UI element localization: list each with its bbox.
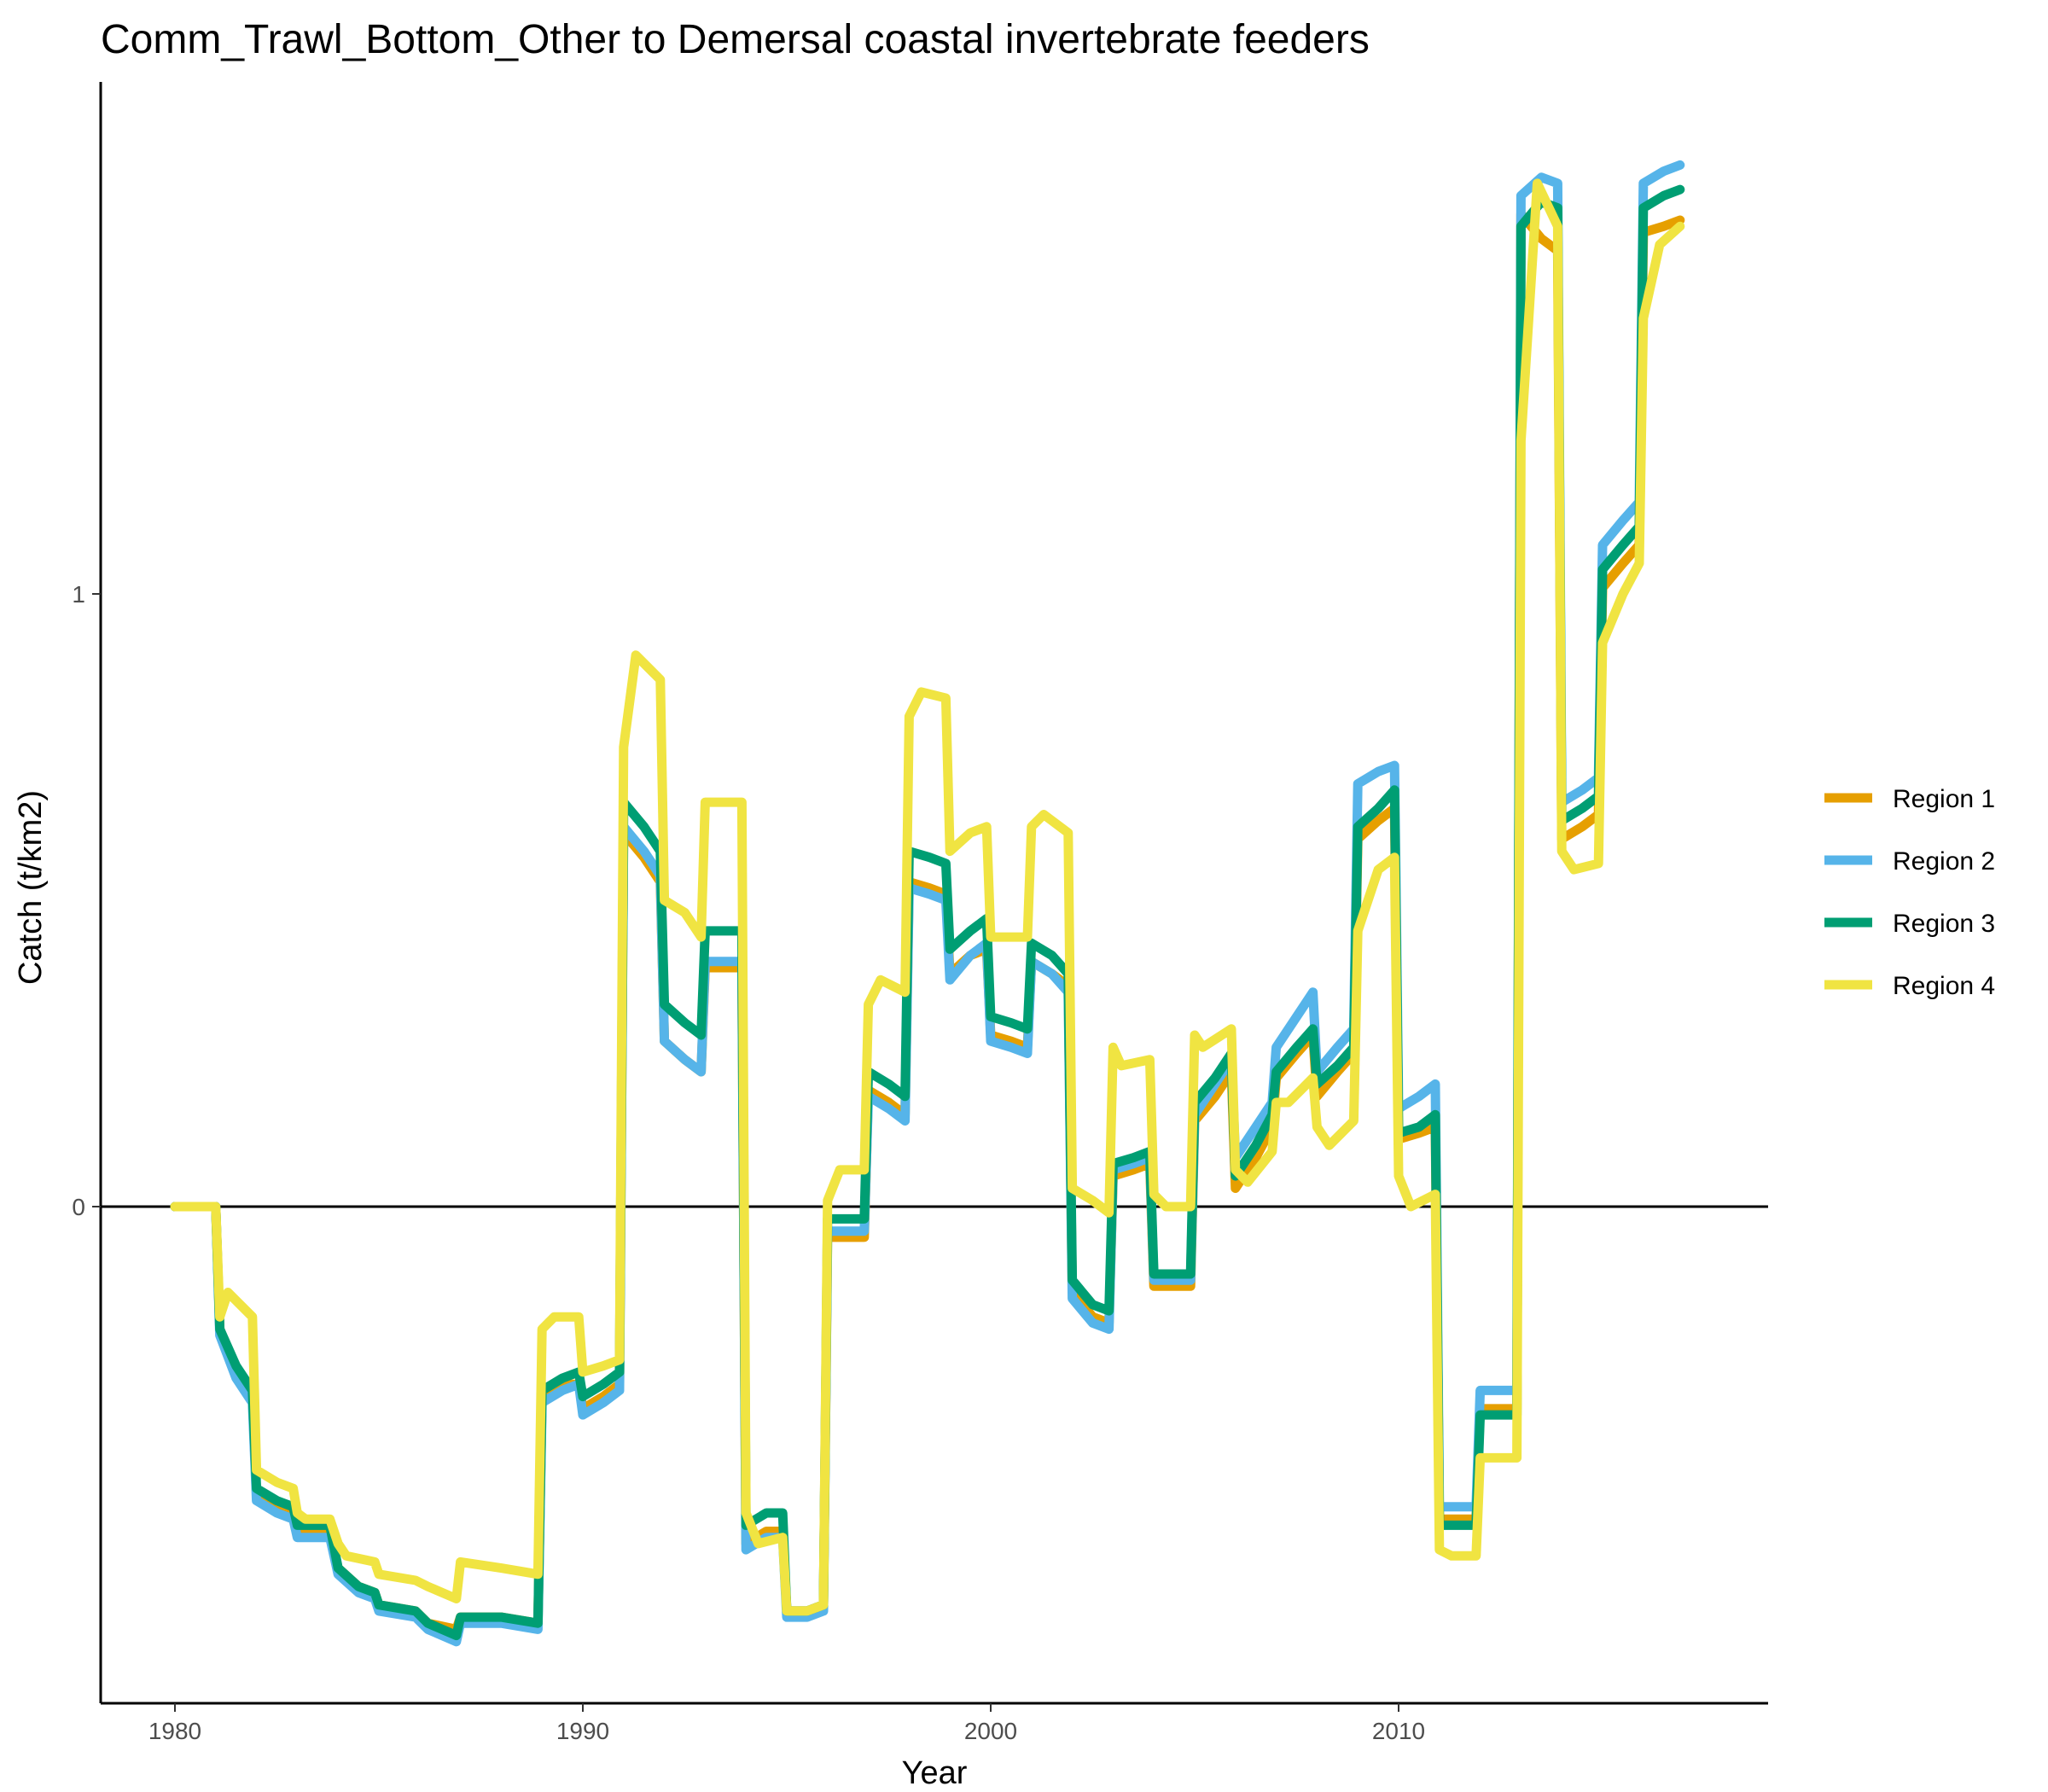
plot-area xyxy=(99,82,1768,1705)
y-axis-title: Catch (t/km2) xyxy=(13,790,49,985)
x-tick-label: 1980 xyxy=(148,1718,201,1744)
legend-label-region-3: Region 3 xyxy=(1893,910,1995,938)
x-tick-label: 2010 xyxy=(1372,1718,1425,1744)
series-line-region-3 xyxy=(170,184,1685,1641)
series-line-region-2 xyxy=(170,160,1685,1647)
series-line-region-4 xyxy=(170,178,1685,1616)
y-tick-label: 1 xyxy=(72,581,85,608)
chart-title: Comm_Trawl_Bottom_Other to Demersal coas… xyxy=(101,17,1370,62)
x-tick-label: 1990 xyxy=(556,1718,609,1744)
legend-label-region-1: Region 1 xyxy=(1893,785,1995,813)
y-tick-label: 0 xyxy=(72,1194,85,1220)
x-axis-ticks: 1980 1990 2000 2010 xyxy=(148,1703,1425,1744)
series-line-region-1 xyxy=(170,209,1685,1634)
x-axis-title: Year xyxy=(902,1755,968,1791)
legend: Region 1 Region 2 Region 3 Region 4 xyxy=(1824,785,1995,1000)
y-axis-ticks: 01 xyxy=(72,581,101,1220)
legend-label-region-2: Region 2 xyxy=(1893,847,1995,876)
series-group xyxy=(170,160,1685,1647)
x-tick-label: 2000 xyxy=(964,1718,1017,1744)
legend-label-region-4: Region 4 xyxy=(1893,972,1995,1000)
